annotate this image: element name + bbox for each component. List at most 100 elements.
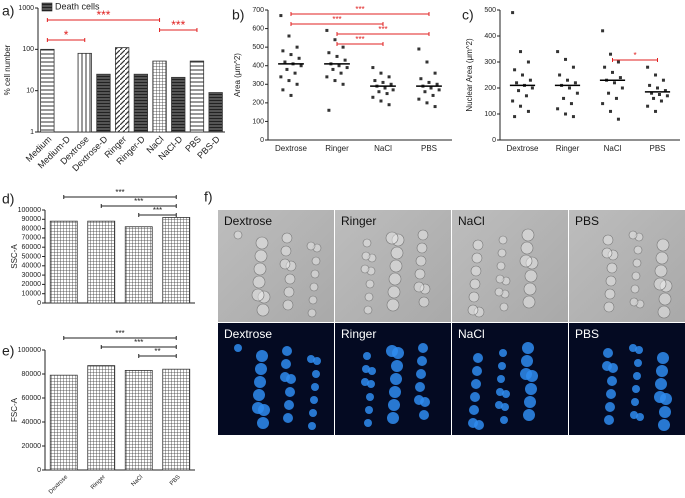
point (515, 81, 519, 85)
point (433, 105, 437, 109)
y-tick-label: 100 (252, 118, 264, 125)
bar (77, 52, 92, 133)
cell (469, 405, 479, 415)
point (279, 75, 283, 79)
micrograph-label: PBS (575, 327, 599, 341)
point (419, 77, 423, 81)
cell (499, 349, 507, 357)
point (517, 89, 521, 93)
point (327, 108, 331, 112)
cell (256, 303, 270, 317)
cell (364, 419, 372, 427)
point (337, 64, 341, 68)
point (654, 109, 658, 113)
y-tick-label: 100000 (18, 207, 41, 214)
point (573, 81, 577, 85)
bar (162, 368, 191, 471)
cell (279, 258, 291, 270)
y-tick-label: 30000 (22, 272, 42, 279)
cell (520, 368, 532, 380)
point (289, 93, 293, 97)
cell (254, 249, 268, 263)
cell (306, 241, 316, 251)
cell (256, 350, 268, 362)
cell (605, 402, 615, 412)
cell (604, 415, 614, 425)
panel-label: f) (204, 189, 213, 205)
cell (605, 275, 617, 287)
point (511, 11, 515, 15)
point (657, 93, 661, 96)
point (558, 73, 562, 77)
point (646, 104, 650, 108)
cell (416, 369, 426, 379)
point (333, 38, 337, 42)
cell (388, 399, 400, 411)
point (283, 60, 287, 64)
cell (523, 282, 537, 296)
bar (49, 374, 78, 471)
cell (391, 360, 403, 372)
point (285, 67, 289, 71)
point (521, 73, 524, 77)
cell (500, 416, 508, 424)
point (379, 71, 383, 75)
point (571, 65, 575, 69)
x-tick-label: Dextrose (48, 474, 70, 496)
y-tick-label: 70000 (22, 235, 42, 242)
cell (285, 387, 295, 397)
y-tick-label: 1000 (18, 5, 34, 12)
point (528, 78, 532, 82)
cell (630, 284, 640, 294)
cell (365, 406, 373, 414)
cell (659, 406, 671, 418)
point (556, 50, 560, 54)
point (611, 70, 614, 74)
cell (656, 238, 670, 252)
point (425, 60, 429, 64)
cell (363, 352, 371, 360)
y-tick-label: 500 (252, 44, 264, 51)
cell (418, 343, 428, 353)
point (556, 107, 560, 111)
cell (363, 305, 373, 315)
significance-label: *** (115, 329, 124, 338)
y-tick-label: 300 (252, 81, 264, 88)
cell (629, 344, 637, 352)
y-tick-label: 60000 (22, 244, 42, 251)
cell (281, 232, 293, 244)
cell (308, 295, 318, 305)
cell (414, 395, 424, 405)
micrograph-label: Ringer (341, 214, 376, 228)
point (423, 90, 427, 94)
cell (387, 412, 399, 424)
cell (390, 373, 402, 385)
cell (470, 392, 480, 402)
point (379, 99, 383, 103)
bar (96, 73, 111, 133)
point (335, 54, 339, 58)
panel-label: c) (462, 7, 474, 23)
point (663, 89, 667, 93)
y-tick-label: 10 (26, 88, 34, 95)
point (524, 94, 528, 98)
cell (307, 308, 317, 318)
point (564, 57, 568, 61)
panel-label: e) (2, 343, 14, 359)
cell (387, 285, 401, 299)
point (571, 115, 575, 119)
y-tick-label: 90000 (22, 216, 42, 223)
point (327, 51, 331, 55)
cell (524, 269, 538, 283)
point (530, 86, 534, 90)
significance-label: *** (355, 35, 364, 44)
point (279, 14, 283, 18)
y-tick-label: 1 (30, 129, 34, 136)
cell (309, 409, 317, 417)
point (607, 91, 611, 95)
y-tick-label: 0 (260, 137, 264, 144)
cell (606, 389, 616, 399)
point (429, 86, 433, 90)
cell (309, 282, 319, 292)
micrograph-label: Ringer (341, 327, 376, 341)
